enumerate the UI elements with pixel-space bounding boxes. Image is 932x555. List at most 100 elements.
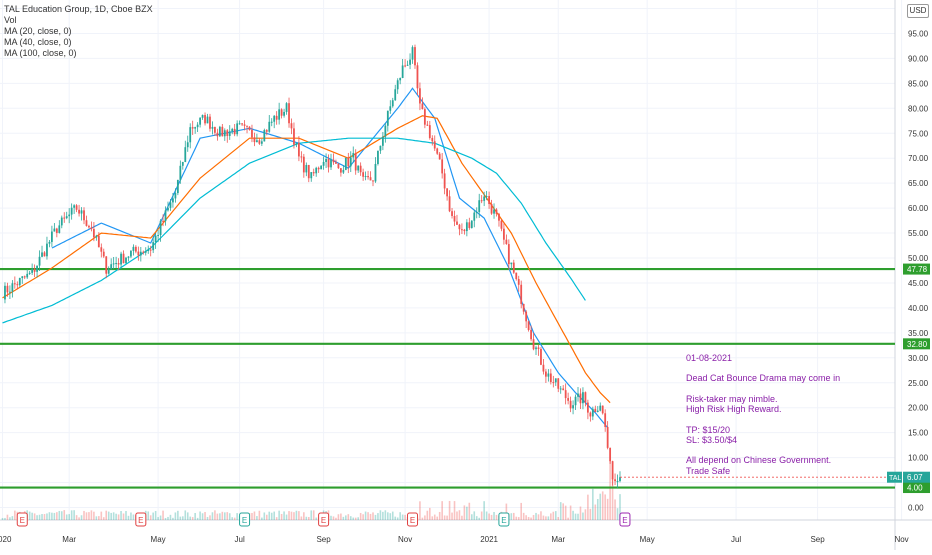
volume-bar [132, 514, 135, 520]
candle-body [562, 388, 565, 391]
volume-bar [490, 514, 493, 520]
earnings-marker[interactable]: E [407, 512, 419, 527]
volume-bar [58, 510, 61, 520]
candle-body [315, 167, 318, 174]
candle-body [216, 132, 219, 137]
level-badge-label: 4.00 [907, 484, 923, 493]
volume-bar [11, 516, 14, 520]
earnings-marker[interactable]: E [498, 512, 510, 527]
candle-body [31, 268, 34, 273]
price-axis[interactable]: 0.005.0010.0015.0020.0025.0030.0035.0040… [908, 29, 929, 512]
price-tick-label: 40.00 [908, 304, 929, 313]
earnings-marker[interactable]: E [239, 512, 251, 527]
volume-bar [525, 515, 527, 520]
ma40-label[interactable]: MA (40, close, 0) [4, 37, 72, 47]
candle-body [423, 109, 426, 125]
earnings-label: E [242, 516, 247, 525]
candle-body [473, 212, 476, 221]
earnings-badge [318, 512, 330, 527]
volume-bar [167, 516, 169, 520]
volume-bar [337, 514, 340, 520]
text-annotation[interactable]: 01-08-2021 Dead Cat Bounce Drama may come… [686, 353, 840, 476]
volume-bar [169, 514, 172, 520]
candle-body [542, 364, 545, 372]
candle-body [498, 213, 500, 221]
volume-bar [540, 511, 542, 520]
candle-body [157, 235, 160, 237]
price-tick-label: 10.00 [908, 454, 929, 463]
candle-body [614, 479, 616, 482]
annotation-line: Risk-taker may nimble. [686, 393, 778, 404]
volume-bar [362, 514, 364, 520]
candle-body [377, 150, 379, 164]
level-badge-label: 47.78 [907, 265, 928, 274]
candle-body [144, 251, 147, 253]
volume-bar [100, 511, 103, 520]
level-badge [903, 482, 930, 494]
candle-body [172, 198, 174, 203]
currency-badge[interactable]: USD [907, 4, 929, 18]
candle-body [226, 130, 229, 136]
candle-body [451, 211, 453, 216]
volume-bar [584, 509, 587, 520]
candle-body [211, 126, 214, 129]
time-axis[interactable]: 2020 Mar May Jul Sep Nov 2021 Mar May Jul Sep Nov [0, 535, 909, 544]
horizontal-levels[interactable] [0, 267, 895, 489]
candle-body [540, 349, 542, 365]
candle-body [503, 228, 505, 240]
candle-body [396, 80, 399, 90]
candle-body [209, 116, 211, 129]
volume-bar [53, 512, 56, 520]
time-tick-label: Sep [316, 535, 331, 544]
ma100-label[interactable]: MA (100, close, 0) [4, 48, 77, 58]
earnings-marker[interactable]: E [318, 512, 330, 527]
candle-body [426, 124, 429, 126]
candle-body [480, 200, 483, 202]
volume-bar [278, 510, 280, 520]
candle-body [453, 215, 456, 222]
volume-bar [65, 514, 68, 520]
candle-body [60, 217, 63, 226]
volume-bar [594, 504, 597, 520]
volume-bar [599, 493, 602, 520]
candle-body [75, 205, 78, 210]
candle-body [137, 251, 140, 256]
volume-bar [419, 501, 421, 520]
candle-body [493, 209, 495, 214]
volume-bar [431, 516, 434, 520]
candle-body [238, 123, 241, 125]
volume-bar [530, 517, 532, 520]
volume-bar [384, 510, 387, 520]
volume-bar [582, 512, 584, 520]
candle-body [616, 481, 619, 483]
volume-bar [154, 510, 157, 520]
earnings-badge [407, 512, 419, 527]
earnings-marker[interactable]: E [135, 512, 147, 527]
symbol-title[interactable]: TAL Education Group, 1D, Cboe BZX [4, 4, 153, 14]
candle-body [421, 103, 424, 110]
candle-body [433, 141, 436, 149]
candle-body [547, 373, 550, 377]
ma20-label[interactable]: MA (20, close, 0) [4, 26, 72, 36]
volume-bar [389, 513, 392, 520]
volume-bar [466, 506, 468, 520]
price-tick-label: 75.00 [908, 129, 929, 138]
volume-bar [535, 512, 537, 520]
candle-body [312, 172, 315, 174]
candle-body [384, 125, 387, 137]
candle-body [485, 196, 488, 198]
volume-label[interactable]: Vol [4, 15, 17, 25]
earnings-marker[interactable]: E [16, 512, 28, 527]
volume-bar [448, 500, 451, 520]
volume-bar [117, 514, 120, 520]
volume-bar [441, 501, 443, 520]
volume-bar [347, 514, 350, 520]
earnings-marker[interactable]: E [619, 512, 631, 527]
candle-body [594, 408, 597, 412]
candle-body [243, 124, 246, 126]
candle-body [21, 276, 24, 279]
volume-bar [587, 494, 589, 520]
